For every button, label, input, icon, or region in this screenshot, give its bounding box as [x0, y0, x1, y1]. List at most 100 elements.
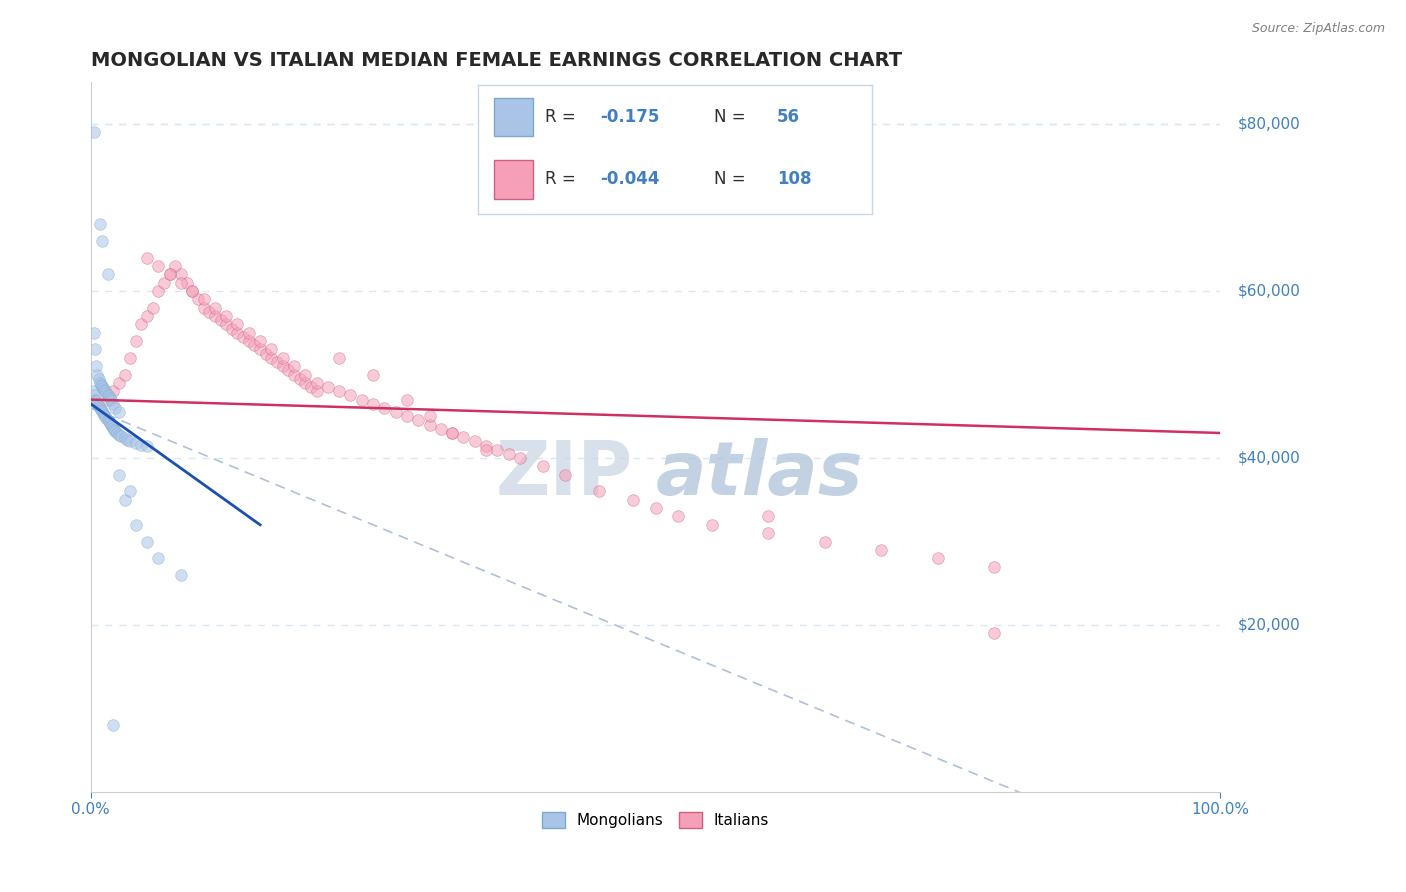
Italians: [288, 372, 311, 386]
Mongolians: [93, 408, 115, 422]
Mongolians: [103, 421, 125, 435]
Mongolians: [136, 439, 159, 453]
Italians: [97, 392, 120, 407]
Italians: [193, 293, 215, 307]
Mongolians: [84, 343, 107, 357]
Italians: [419, 417, 441, 432]
Mongolians: [90, 402, 112, 417]
Text: -0.044: -0.044: [600, 170, 659, 188]
Italians: [299, 380, 322, 394]
Mongolians: [89, 401, 111, 415]
Italians: [283, 359, 305, 374]
Italians: [170, 276, 193, 290]
Italians: [758, 526, 780, 541]
Italians: [758, 509, 780, 524]
Italians: [120, 351, 142, 365]
Text: $20,000: $20,000: [1237, 617, 1301, 632]
Mongolians: [96, 385, 118, 400]
Italians: [136, 309, 159, 323]
Italians: [395, 392, 418, 407]
Italians: [498, 447, 520, 461]
Italians: [209, 313, 232, 327]
Italians: [142, 301, 165, 315]
Mongolians: [84, 392, 107, 407]
Italians: [148, 284, 170, 298]
Italians: [588, 484, 610, 499]
Mongolians: [97, 387, 120, 401]
Mongolians: [83, 326, 105, 340]
Mongolians: [97, 268, 120, 282]
Italians: [621, 492, 644, 507]
Mongolians: [125, 517, 148, 532]
Text: N =: N =: [714, 170, 751, 188]
Mongolians: [125, 436, 148, 450]
Italians: [159, 268, 181, 282]
Text: ZIP: ZIP: [496, 438, 633, 511]
Italians: [266, 355, 288, 369]
Mongolians: [91, 406, 114, 420]
Mongolians: [108, 427, 131, 442]
Mongolians: [114, 492, 136, 507]
Italians: [176, 276, 198, 290]
Italians: [238, 334, 260, 348]
Mongolians: [83, 388, 105, 402]
Mongolians: [96, 411, 118, 425]
Italians: [221, 321, 243, 335]
Italians: [215, 309, 238, 323]
Italians: [254, 346, 277, 360]
Mongolians: [98, 391, 121, 405]
Mongolians: [93, 383, 115, 397]
Mongolians: [90, 234, 112, 248]
Italians: [193, 301, 215, 315]
Italians: [232, 330, 254, 344]
Mongolians: [89, 217, 111, 231]
Italians: [554, 467, 576, 482]
Text: R =: R =: [546, 108, 581, 126]
Mongolians: [120, 434, 142, 449]
Mongolians: [87, 372, 110, 386]
Italians: [294, 368, 316, 382]
Italians: [486, 442, 509, 457]
Italians: [305, 376, 328, 390]
Mongolians: [90, 379, 112, 393]
Mongolians: [100, 392, 122, 407]
Mongolians: [105, 425, 128, 440]
Mongolians: [94, 409, 117, 424]
Mongolians: [82, 384, 104, 399]
Mongolians: [103, 423, 125, 437]
Italians: [125, 334, 148, 348]
FancyBboxPatch shape: [494, 160, 533, 199]
Italians: [165, 259, 187, 273]
Italians: [814, 534, 837, 549]
Mongolians: [89, 376, 111, 390]
Mongolians: [98, 416, 121, 430]
Italians: [339, 388, 361, 402]
Mongolians: [83, 125, 105, 139]
Mongolians: [84, 394, 107, 409]
Italians: [441, 425, 464, 440]
Mongolians: [148, 551, 170, 566]
Italians: [204, 309, 226, 323]
Text: MONGOLIAN VS ITALIAN MEDIAN FEMALE EARNINGS CORRELATION CHART: MONGOLIAN VS ITALIAN MEDIAN FEMALE EARNI…: [90, 51, 901, 70]
Italians: [441, 425, 464, 440]
Italians: [700, 517, 723, 532]
Text: $80,000: $80,000: [1237, 117, 1301, 132]
Italians: [249, 334, 271, 348]
Italians: [260, 343, 283, 357]
Legend: Mongolians, Italians: Mongolians, Italians: [536, 805, 776, 834]
Italians: [373, 401, 395, 415]
Mongolians: [101, 419, 124, 434]
Text: 108: 108: [778, 170, 811, 188]
Text: R =: R =: [546, 170, 581, 188]
Mongolians: [97, 414, 120, 428]
Mongolians: [90, 377, 112, 392]
Italians: [316, 380, 339, 394]
Mongolians: [97, 389, 120, 403]
Italians: [271, 359, 294, 374]
Italians: [384, 405, 406, 419]
Italians: [226, 326, 249, 340]
Italians: [464, 434, 486, 449]
Mongolians: [97, 412, 120, 426]
Text: -0.175: -0.175: [600, 108, 659, 126]
Text: atlas: atlas: [655, 438, 863, 511]
